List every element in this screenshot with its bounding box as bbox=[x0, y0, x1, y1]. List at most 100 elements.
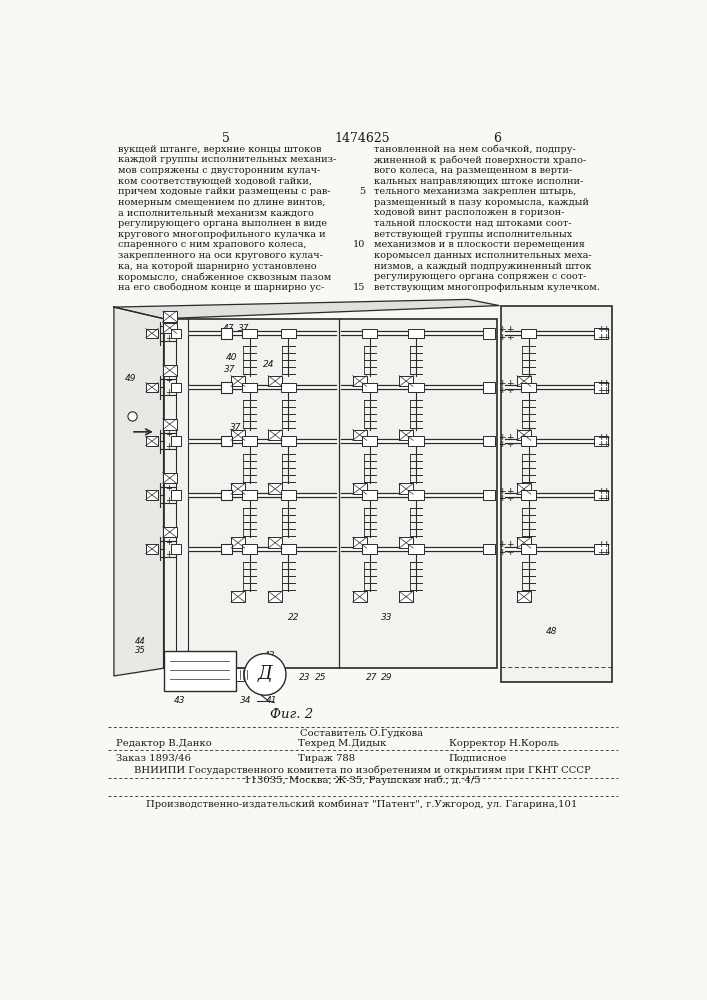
Text: 48: 48 bbox=[546, 627, 557, 636]
Text: 5: 5 bbox=[359, 187, 365, 196]
Text: 40: 40 bbox=[226, 353, 238, 362]
Text: +: + bbox=[498, 440, 506, 449]
Text: Техред М.Дидык: Техред М.Дидык bbox=[298, 739, 386, 748]
Bar bbox=[409, 329, 424, 338]
Text: 22: 22 bbox=[288, 613, 300, 622]
Bar bbox=[594, 436, 607, 446]
Text: +: + bbox=[602, 386, 609, 395]
Text: Фиг. 2: Фиг. 2 bbox=[270, 708, 313, 721]
Bar bbox=[171, 329, 180, 338]
Polygon shape bbox=[114, 299, 499, 319]
Text: 27: 27 bbox=[366, 673, 378, 682]
Bar bbox=[362, 490, 378, 500]
Text: ветствующей группы исполнительных: ветствующей группы исполнительных bbox=[373, 230, 572, 239]
Bar bbox=[146, 544, 158, 554]
Bar bbox=[242, 329, 257, 338]
Text: +: + bbox=[506, 548, 513, 557]
Text: +: + bbox=[165, 550, 172, 559]
Text: 41: 41 bbox=[266, 696, 277, 705]
Text: +: + bbox=[498, 487, 506, 496]
Bar bbox=[268, 483, 282, 494]
Bar bbox=[399, 376, 413, 386]
Text: +: + bbox=[597, 540, 604, 549]
Text: Подписное: Подписное bbox=[449, 754, 507, 763]
Text: +: + bbox=[165, 484, 172, 493]
Bar bbox=[231, 591, 245, 602]
Text: +: + bbox=[602, 494, 609, 503]
Text: 29: 29 bbox=[381, 673, 393, 682]
Bar bbox=[281, 544, 296, 554]
Bar bbox=[163, 527, 177, 537]
Bar bbox=[483, 436, 495, 446]
Bar bbox=[163, 311, 177, 322]
Bar bbox=[517, 483, 531, 494]
Bar bbox=[362, 329, 378, 338]
Bar bbox=[483, 544, 495, 554]
Text: тальной плоскости над штоками соот-: тальной плоскости над штоками соот- bbox=[373, 219, 571, 228]
Text: +: + bbox=[506, 333, 513, 342]
Bar bbox=[281, 490, 296, 500]
Text: 37: 37 bbox=[230, 423, 242, 432]
Text: ветствующим многопрофильным кулечком.: ветствующим многопрофильным кулечком. bbox=[373, 283, 600, 292]
Bar bbox=[235, 668, 244, 681]
Text: ВНИИПИ Государственного комитета по изобретениям и открытиям при ГКНТ СССР: ВНИИПИ Государственного комитета по изоб… bbox=[134, 765, 590, 775]
Text: +: + bbox=[597, 440, 604, 449]
Polygon shape bbox=[114, 307, 163, 676]
Text: 49: 49 bbox=[125, 374, 136, 383]
Text: 37: 37 bbox=[238, 324, 250, 333]
Text: тановленной на нем собачкой, подпру-: тановленной на нем собачкой, подпру- bbox=[373, 145, 575, 154]
Text: +: + bbox=[165, 334, 172, 343]
Text: +: + bbox=[597, 548, 604, 557]
Text: 34: 34 bbox=[240, 696, 252, 705]
Text: +: + bbox=[506, 379, 513, 388]
Bar bbox=[501, 306, 612, 682]
Bar bbox=[399, 430, 413, 440]
Text: +: + bbox=[506, 325, 513, 334]
Bar bbox=[231, 376, 245, 386]
Bar bbox=[242, 490, 257, 500]
Bar bbox=[268, 376, 282, 386]
Bar bbox=[483, 490, 495, 500]
Bar bbox=[521, 383, 537, 392]
Bar bbox=[483, 382, 495, 393]
Bar bbox=[281, 329, 296, 338]
Text: регулирующего органа выполнен в виде: регулирующего органа выполнен в виде bbox=[118, 219, 327, 228]
Bar bbox=[409, 436, 424, 446]
Text: Д: Д bbox=[258, 665, 272, 683]
Text: причем ходовые гайки размещены с рав-: причем ходовые гайки размещены с рав- bbox=[118, 187, 330, 196]
Bar bbox=[409, 490, 424, 500]
Bar bbox=[517, 376, 531, 386]
Text: 5: 5 bbox=[223, 132, 230, 145]
Bar bbox=[362, 544, 378, 554]
Bar bbox=[594, 382, 607, 393]
Text: +: + bbox=[165, 323, 172, 332]
Text: +: + bbox=[506, 433, 513, 442]
Text: 25: 25 bbox=[315, 673, 326, 682]
Bar bbox=[521, 436, 537, 446]
Bar bbox=[242, 383, 257, 392]
Text: +: + bbox=[165, 376, 172, 385]
Text: ком соответствующей ходовой гайки,: ком соответствующей ходовой гайки, bbox=[118, 177, 312, 186]
Bar bbox=[171, 490, 180, 500]
Bar bbox=[163, 365, 177, 376]
Text: Тираж 788: Тираж 788 bbox=[298, 754, 355, 763]
Bar bbox=[163, 419, 177, 430]
Bar bbox=[163, 473, 177, 483]
Bar bbox=[146, 490, 158, 500]
Bar bbox=[163, 323, 177, 333]
Bar bbox=[521, 490, 537, 500]
Text: +: + bbox=[597, 433, 604, 442]
Bar bbox=[268, 430, 282, 440]
Bar bbox=[281, 383, 296, 392]
Text: ходовой винт расположен в горизон-: ходовой винт расположен в горизон- bbox=[373, 208, 564, 217]
Text: Производственно-издательский комбинат "Патент", г.Ужгород, ул. Гагарина,101: Производственно-издательский комбинат "П… bbox=[146, 800, 578, 809]
Text: каждой группы исполнительных механиз-: каждой группы исполнительных механиз- bbox=[118, 155, 336, 164]
Text: +: + bbox=[597, 386, 604, 395]
Circle shape bbox=[244, 654, 286, 695]
Bar bbox=[231, 483, 245, 494]
Text: а исполнительный механизм каждого: а исполнительный механизм каждого bbox=[118, 208, 314, 217]
Circle shape bbox=[128, 412, 137, 421]
Bar bbox=[146, 436, 158, 446]
Text: +: + bbox=[597, 379, 604, 388]
Bar bbox=[353, 376, 367, 386]
